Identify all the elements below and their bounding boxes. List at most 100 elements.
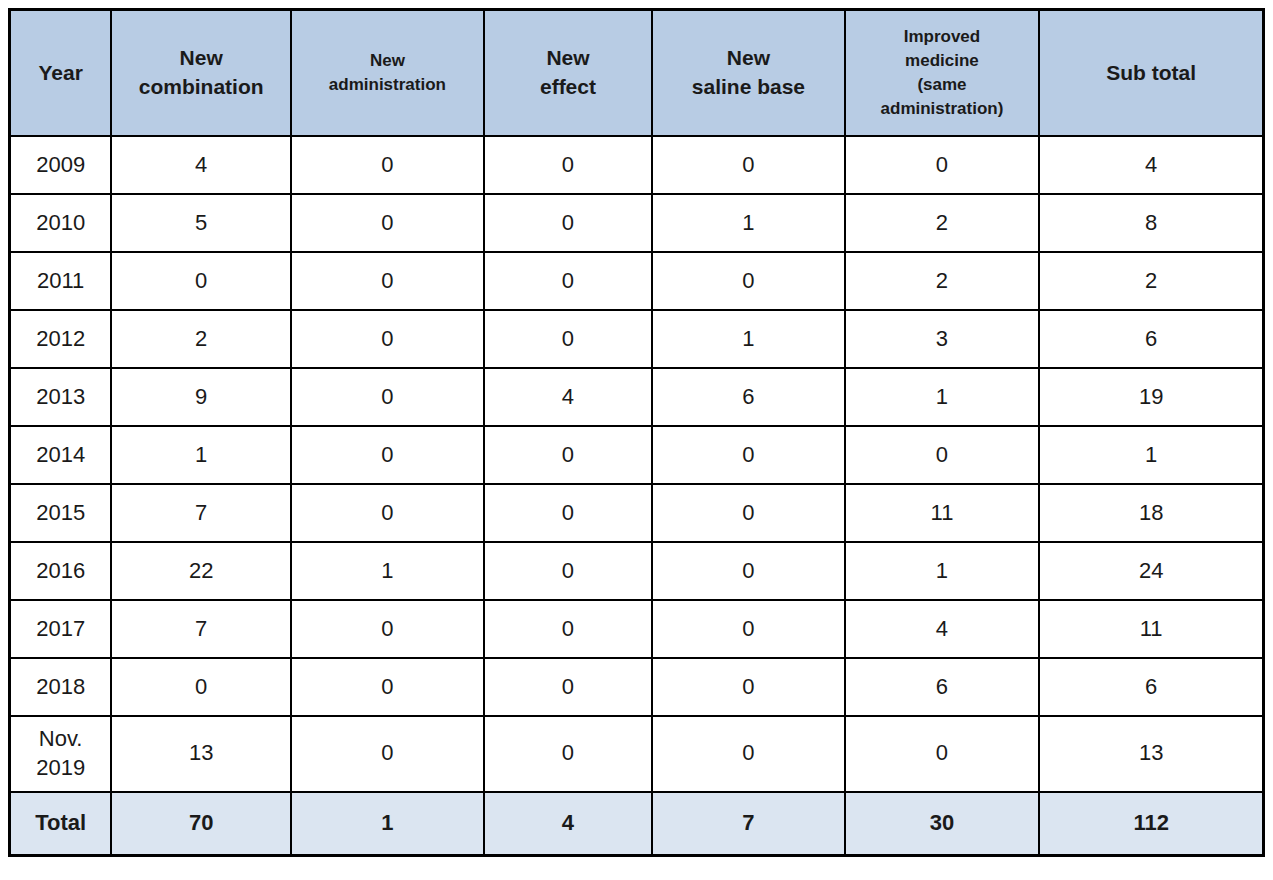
value-cell: 0 [652,600,844,658]
total-value-cell: 1 [291,792,484,856]
table-body: 2009400004201050012820110000222012200136… [10,136,1264,792]
value-cell: 0 [291,310,484,368]
total-value-cell: 7 [652,792,844,856]
value-cell: 0 [652,484,844,542]
approval-statistics-table: YearNew combinationNew administrationNew… [8,8,1265,857]
value-cell: 4 [111,136,291,194]
year-cell: 2017 [10,600,112,658]
value-cell: 2 [845,252,1040,310]
value-cell: 11 [845,484,1040,542]
value-cell: 6 [1039,658,1263,716]
value-cell: 5 [111,194,291,252]
value-cell: 1 [845,542,1040,600]
column-header: Improved medicine (same administration) [845,10,1040,136]
value-cell: 1 [652,194,844,252]
value-cell: 7 [111,600,291,658]
value-cell: 0 [652,716,844,792]
table-header: YearNew combinationNew administrationNew… [10,10,1264,136]
value-cell: 4 [1039,136,1263,194]
value-cell: 0 [291,426,484,484]
value-cell: 6 [652,368,844,426]
table-row: 20177000411 [10,600,1264,658]
value-cell: 0 [484,542,652,600]
value-cell: 0 [291,136,484,194]
value-cell: 22 [111,542,291,600]
value-cell: 2 [111,310,291,368]
header-row: YearNew combinationNew administrationNew… [10,10,1264,136]
column-header: New combination [111,10,291,136]
value-cell: 0 [652,426,844,484]
year-cell: 2009 [10,136,112,194]
column-header: Sub total [1039,10,1263,136]
year-cell: 2011 [10,252,112,310]
value-cell: 8 [1039,194,1263,252]
value-cell: 18 [1039,484,1263,542]
table-row: 2009400004 [10,136,1264,194]
value-cell: 0 [484,658,652,716]
value-cell: 4 [484,368,652,426]
year-cell: 2010 [10,194,112,252]
value-cell: 0 [484,252,652,310]
value-cell: 0 [111,252,291,310]
value-cell: 0 [845,136,1040,194]
value-cell: 0 [652,542,844,600]
value-cell: 1 [845,368,1040,426]
value-cell: 19 [1039,368,1263,426]
total-value-cell: 4 [484,792,652,856]
table-footer: Total7014730112 [10,792,1264,856]
year-cell: 2016 [10,542,112,600]
value-cell: 13 [111,716,291,792]
value-cell: 3 [845,310,1040,368]
value-cell: 24 [1039,542,1263,600]
value-cell: 0 [484,194,652,252]
value-cell: 0 [484,426,652,484]
table-row: 201622100124 [10,542,1264,600]
table-row: 2011000022 [10,252,1264,310]
value-cell: 4 [845,600,1040,658]
total-value-cell: 30 [845,792,1040,856]
value-cell: 0 [291,716,484,792]
value-cell: 0 [484,716,652,792]
value-cell: 13 [1039,716,1263,792]
value-cell: 0 [291,484,484,542]
year-cell: 2018 [10,658,112,716]
total-value-cell: 112 [1039,792,1263,856]
value-cell: 0 [291,252,484,310]
total-value-cell: 70 [111,792,291,856]
value-cell: 0 [484,600,652,658]
value-cell: 0 [291,658,484,716]
table-row: 2012200136 [10,310,1264,368]
value-cell: 1 [111,426,291,484]
value-cell: 0 [652,252,844,310]
value-cell: 0 [291,368,484,426]
value-cell: 0 [484,310,652,368]
value-cell: 2 [1039,252,1263,310]
value-cell: 6 [845,658,1040,716]
value-cell: 0 [111,658,291,716]
value-cell: 2 [845,194,1040,252]
column-header: Year [10,10,112,136]
value-cell: 0 [845,426,1040,484]
column-header: New effect [484,10,652,136]
table-row: 2018000066 [10,658,1264,716]
year-cell: 2013 [10,368,112,426]
value-cell: 0 [484,136,652,194]
value-cell: 1 [652,310,844,368]
value-cell: 1 [1039,426,1263,484]
table-row: 20139046119 [10,368,1264,426]
table-row: 2010500128 [10,194,1264,252]
value-cell: 1 [291,542,484,600]
value-cell: 9 [111,368,291,426]
value-cell: 0 [652,136,844,194]
value-cell: 0 [845,716,1040,792]
table-row: Nov. 201913000013 [10,716,1264,792]
total-row: Total7014730112 [10,792,1264,856]
value-cell: 7 [111,484,291,542]
column-header: New saline base [652,10,844,136]
value-cell: 6 [1039,310,1263,368]
table-row: 201570001118 [10,484,1264,542]
year-cell: 2015 [10,484,112,542]
value-cell: 0 [291,194,484,252]
value-cell: 0 [652,658,844,716]
year-cell: 2014 [10,426,112,484]
